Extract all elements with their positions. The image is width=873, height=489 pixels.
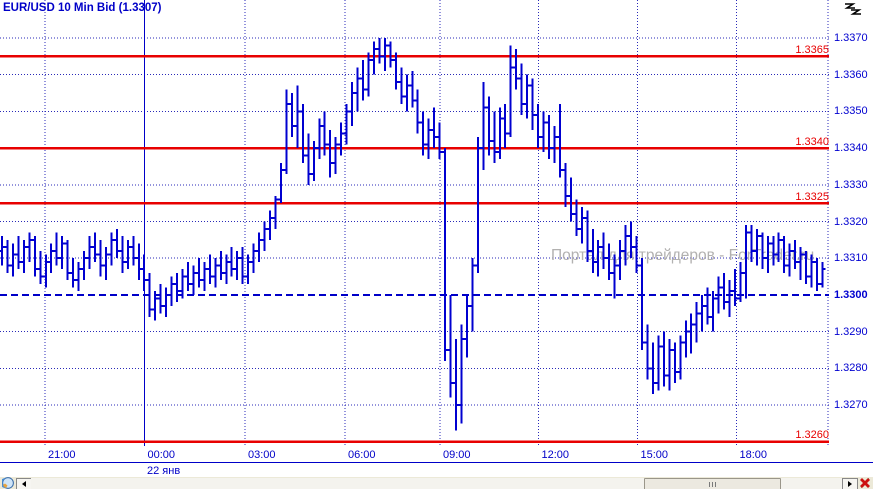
- time-tick-label: 15:00: [640, 449, 669, 461]
- red-level-label: 1.3365: [795, 43, 829, 56]
- red-level-label: 1.3325: [795, 190, 829, 203]
- price-tick-label: 1.3370: [834, 32, 868, 44]
- price-tick-label: 1.3350: [834, 105, 868, 118]
- time-tick-label: 21:00: [48, 449, 76, 461]
- price-tick-label: 1.3310: [834, 252, 868, 265]
- price-tick-label: 1.3330: [834, 178, 868, 191]
- price-chart-canvas[interactable]: Портал для трейдеров - ForTrader.ru: [0, 0, 830, 446]
- globe-icon[interactable]: [2, 477, 14, 489]
- time-tick-label: 18:00: [739, 449, 768, 461]
- red-level-label: 1.3260: [795, 429, 829, 442]
- scroll-left-arrow-icon: [22, 481, 26, 487]
- scrollbar-track[interactable]: [31, 478, 845, 489]
- chart-title: EUR/USD 10 Min Bid (1.3307): [3, 2, 162, 14]
- scrollbar-thumb[interactable]: [644, 478, 781, 489]
- time-tick-label: 09:00: [443, 449, 471, 461]
- axis-separator-line: [0, 462, 873, 463]
- scroll-left-button[interactable]: [16, 478, 32, 489]
- time-tick-label: 03:00: [248, 449, 276, 461]
- price-tick-label: 1.3340: [834, 142, 868, 155]
- zigzag-icon[interactable]: [842, 2, 864, 18]
- price-tick-label: 1.3300: [834, 288, 868, 301]
- thumb-grip: [709, 481, 710, 487]
- scroll-right-button[interactable]: [842, 478, 858, 489]
- price-tick-label: 1.3280: [834, 362, 868, 375]
- time-tick-label: 00:00: [147, 449, 176, 461]
- price-tick-label: 1.3270: [834, 399, 868, 411]
- time-tick-label: 06:00: [348, 449, 376, 461]
- svg-text:Портал для трейдеров - ForTrad: Портал для трейдеров - ForTrader.ru: [551, 247, 814, 264]
- price-tick-label: 1.3360: [834, 68, 868, 81]
- close-icon[interactable]: [858, 476, 872, 489]
- scroll-right-arrow-icon: [848, 481, 852, 487]
- date-label: 22 янв: [147, 465, 181, 477]
- price-tick-label: 1.3320: [834, 215, 868, 228]
- red-level-label: 1.3340: [795, 135, 829, 148]
- price-tick-label: 1.3290: [834, 325, 868, 338]
- time-tick-label: 12:00: [541, 449, 570, 461]
